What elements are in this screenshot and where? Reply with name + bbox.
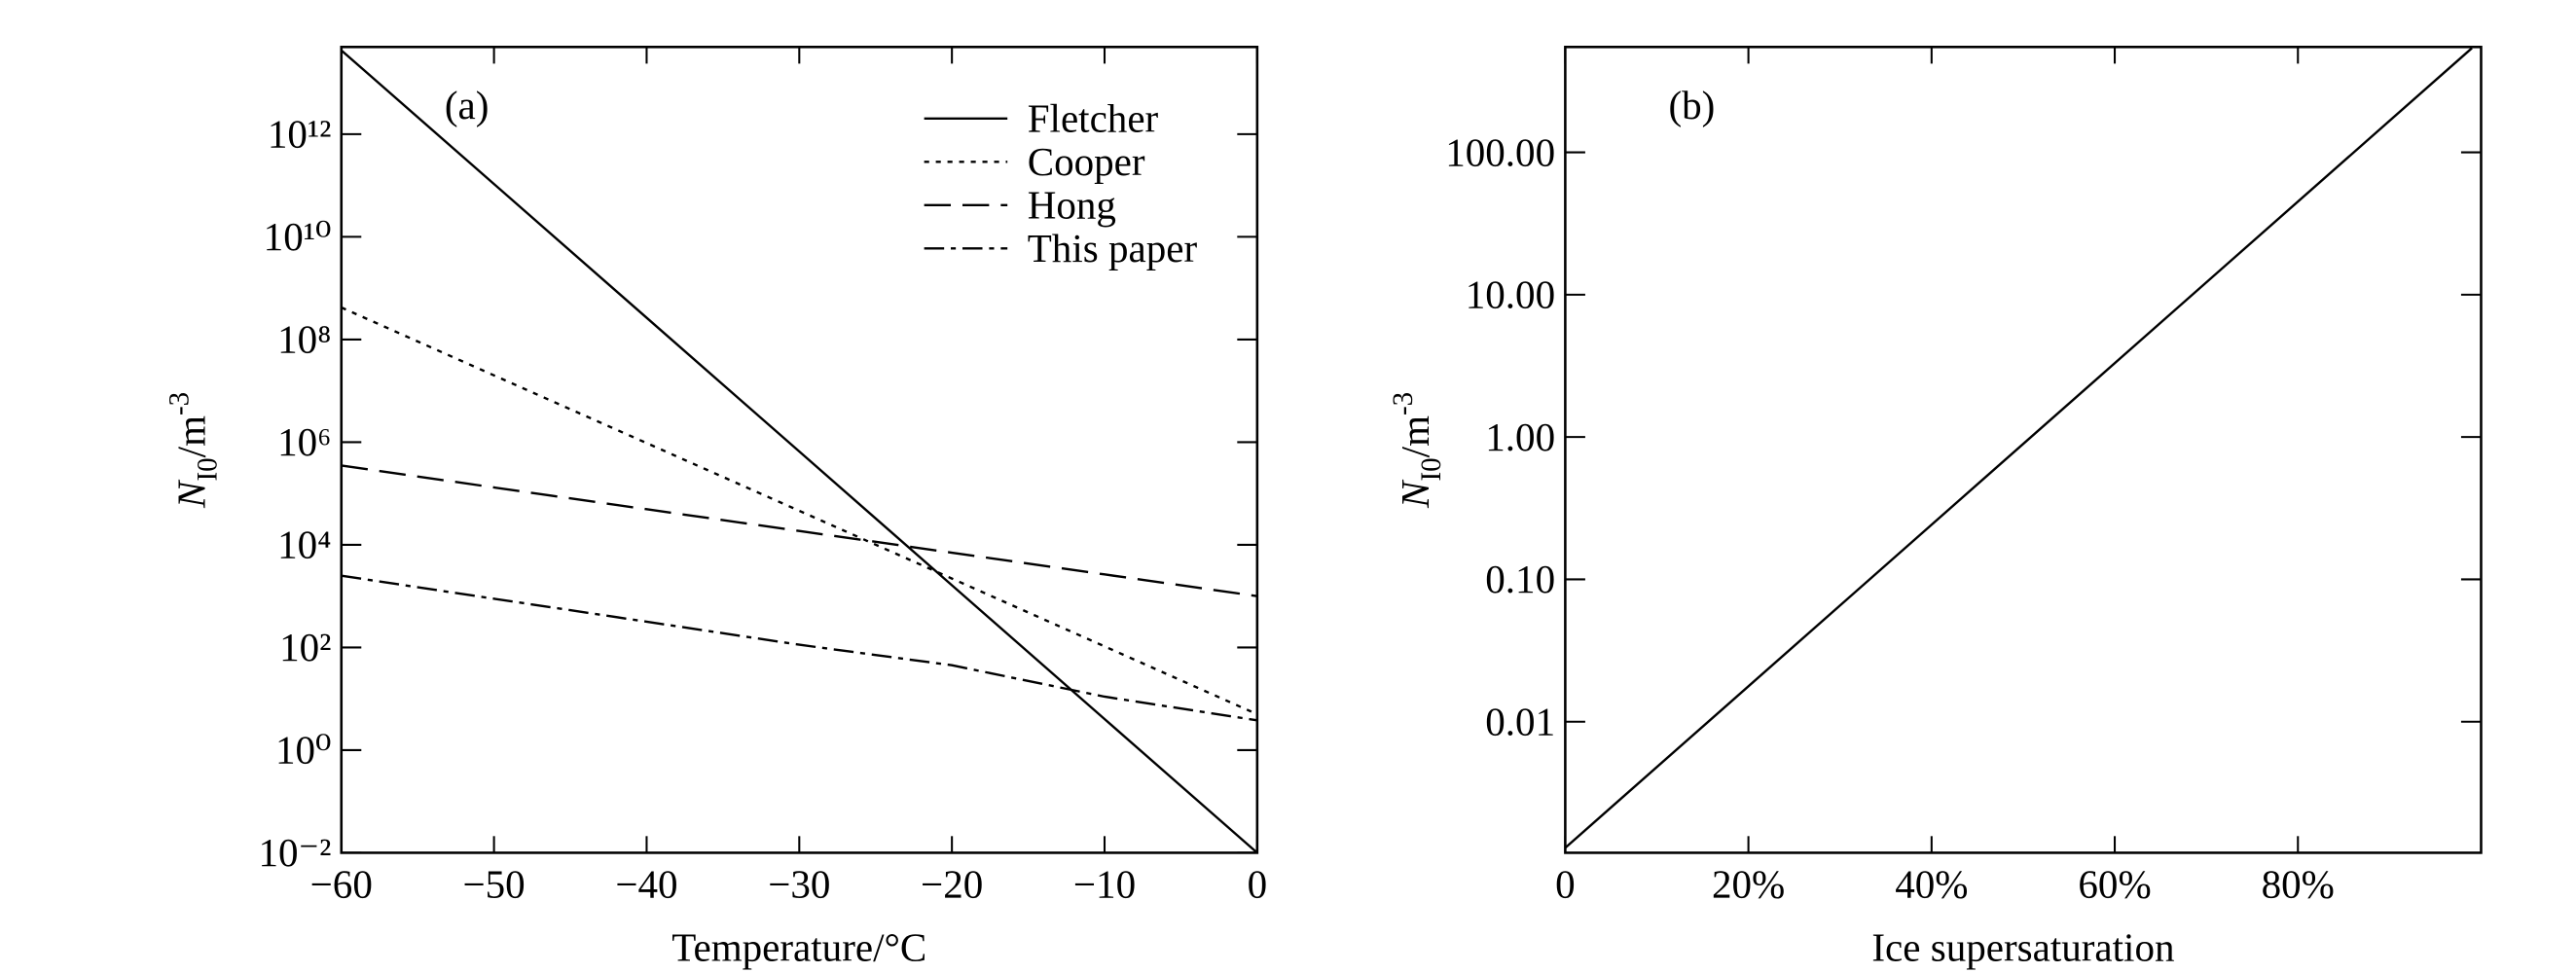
x-tick-label: −10 (1073, 862, 1136, 907)
x-axis-label: Ice supersaturation (1871, 925, 2174, 970)
legend-label: Cooper (1028, 139, 1145, 184)
y-tick-label: 10⁻² (258, 830, 331, 875)
x-tick-label: 0 (1555, 862, 1576, 907)
series-line (1565, 47, 2473, 849)
x-tick-label: −20 (921, 862, 983, 907)
y-axis-label-part: -3 (163, 392, 195, 415)
x-tick-label: 80% (2262, 862, 2335, 907)
y-tick-label: 10² (279, 625, 331, 669)
y-axis-label-part: I0 (192, 457, 223, 481)
x-axis-label: Temperature/°C (671, 925, 926, 970)
legend-label: Fletcher (1028, 96, 1159, 141)
y-tick-label: 10.00 (1466, 272, 1555, 317)
y-tick-label: 10⁸ (277, 317, 331, 362)
plot-frame (340, 45, 1259, 854)
x-tick-label: 40% (1895, 862, 1968, 907)
y-tick-label: 10¹⁰ (264, 214, 332, 259)
legend-label: This paper (1028, 226, 1198, 270)
x-tick-label: −50 (463, 862, 526, 907)
x-tick-label: −30 (768, 862, 830, 907)
series-line (341, 49, 1257, 853)
y-tick-label: 10⁴ (277, 523, 331, 567)
x-tick-label: 20% (1712, 862, 1785, 907)
panel-label: (b) (1668, 83, 1715, 127)
y-tick-label: 0.10 (1485, 557, 1555, 601)
y-tick-label: 100.00 (1445, 129, 1555, 174)
series-line (341, 464, 1257, 597)
y-axis-label-part: N (168, 479, 213, 509)
panel-label: (a) (445, 83, 490, 127)
x-tick-label: 0 (1248, 862, 1268, 907)
y-axis-label: NI0/m-3 (163, 392, 223, 509)
y-axis-label-part: I0 (1416, 457, 1447, 481)
series-line (341, 574, 1257, 722)
x-tick-label: −40 (615, 862, 677, 907)
y-tick-label: 10⁰ (275, 728, 332, 773)
y-axis-label-part: /m (168, 415, 213, 457)
x-tick-label: −60 (310, 862, 373, 907)
series-line (341, 306, 1257, 716)
y-tick-label: 10¹² (268, 112, 332, 157)
legend-label: Hong (1028, 183, 1116, 228)
plot-frame (1564, 45, 2483, 854)
y-tick-label: 1.00 (1485, 414, 1555, 459)
y-tick-label: 0.01 (1485, 699, 1555, 743)
y-axis-label-part: /m (1393, 415, 1437, 457)
y-axis-label: NI0/m-3 (1388, 392, 1447, 509)
y-axis-label-part: N (1393, 479, 1437, 509)
y-tick-label: 10⁶ (277, 419, 331, 464)
y-axis-label-part: -3 (1388, 392, 1419, 415)
x-tick-label: 60% (2078, 862, 2151, 907)
